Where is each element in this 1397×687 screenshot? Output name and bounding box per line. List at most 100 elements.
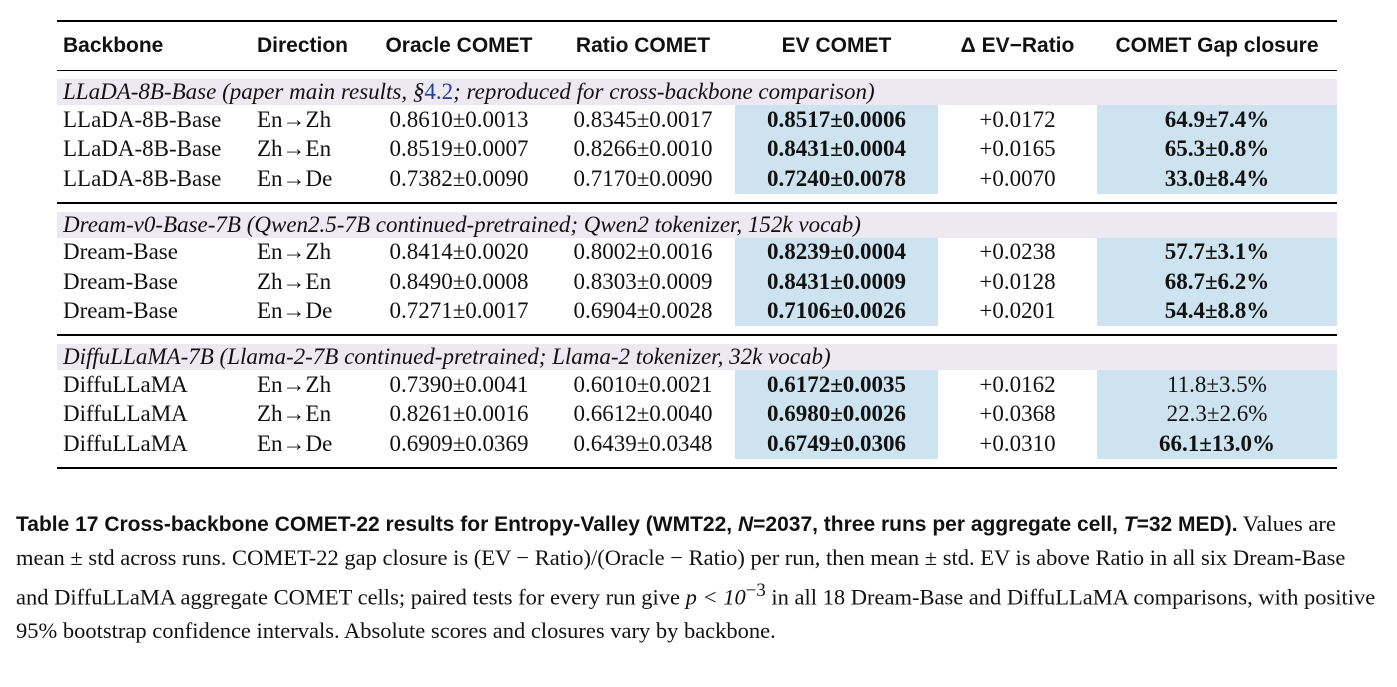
caption-lead-end: MED). xyxy=(1178,513,1238,536)
caption-lead-pre: Table 17 Cross-backbone COMET-22 results… xyxy=(16,513,738,536)
header-closure: COMET Gap closure xyxy=(1115,34,1319,57)
cell-ratio: 0.6904±0.0028 xyxy=(573,298,713,324)
cell-ratio: 0.6612±0.0040 xyxy=(573,401,713,427)
section-title-text-end: ; reproduced for cross-backbone comparis… xyxy=(453,79,875,104)
cell-closure: 66.1±13.0% xyxy=(1097,429,1337,459)
cell-delta: +0.0238 xyxy=(979,239,1056,265)
caption-lead: Table 17 Cross-backbone COMET-22 results… xyxy=(16,513,1238,536)
caption-body-2: in all 18 Dream-Base and DiffuLLaMA comp… xyxy=(16,584,1376,643)
cell-direction: Zh→En xyxy=(257,268,332,294)
cell-oracle: 0.8519±0.0007 xyxy=(389,136,529,162)
table-row: LLaDA-8B-Base Zh→En 0.8519±0.0007 0.8266… xyxy=(57,134,1337,164)
section-title-text: DiffuLLaMA-7B (Llama-2-7B continued-pret… xyxy=(63,344,831,369)
caption-t-var: T xyxy=(1123,513,1137,536)
cell-direction: En→Zh xyxy=(257,106,332,132)
table-row: Dream-Base En→De 0.7271±0.0017 0.6904±0.… xyxy=(57,296,1337,326)
caption-lead-mid: , three runs per aggregate cell, xyxy=(812,513,1124,536)
header-delta: Δ EV−Ratio xyxy=(960,34,1075,57)
cell-ev: 0.8239±0.0004 xyxy=(735,237,938,267)
cell-ev: 0.6172±0.0035 xyxy=(735,370,938,400)
section-dream: Dream-v0-Base-7B (Qwen2.5-7B continued-p… xyxy=(57,203,1337,335)
cell-ev: 0.7240±0.0078 xyxy=(735,164,938,194)
cell-closure: 65.3±0.8% xyxy=(1097,134,1337,164)
cell-oracle: 0.8414±0.0020 xyxy=(389,239,529,265)
section-title: DiffuLLaMA-7B (Llama-2-7B continued-pret… xyxy=(57,344,1337,370)
cell-ratio: 0.7170±0.0090 xyxy=(573,165,713,191)
caption-p-value: p < 10 xyxy=(685,584,746,610)
cell-direction: Zh→En xyxy=(257,136,332,162)
cell-oracle: 0.6909±0.0369 xyxy=(389,430,529,456)
cell-oracle: 0.8610±0.0013 xyxy=(389,106,529,132)
cell-ratio: 0.8303±0.0009 xyxy=(573,268,713,294)
section-title: Dream-v0-Base-7B (Qwen2.5-7B continued-p… xyxy=(57,211,1337,238)
cell-delta: +0.0128 xyxy=(979,268,1056,294)
cell-delta: +0.0310 xyxy=(979,430,1056,456)
table-row: Dream-Base En→Zh 0.8414±0.0020 0.8002±0.… xyxy=(57,237,1337,267)
table-row: Dream-Base Zh→En 0.8490±0.0008 0.8303±0.… xyxy=(57,267,1337,297)
cell-delta: +0.0070 xyxy=(979,165,1056,191)
cell-direction: Zh→En xyxy=(257,401,332,427)
section-title: LLaDA-8B-Base (paper main results, §4.2;… xyxy=(57,79,1337,105)
header-backbone: Backbone xyxy=(63,34,164,57)
cell-closure: 54.4±8.8% xyxy=(1097,296,1337,326)
cell-delta: +0.0165 xyxy=(979,136,1056,162)
cell-ev: 0.7106±0.0026 xyxy=(735,296,938,326)
table-caption: Table 17 Cross-backbone COMET-22 results… xyxy=(16,507,1382,647)
section-title-text: LLaDA-8B-Base (paper main results, § xyxy=(63,79,425,104)
cell-ratio: 0.8002±0.0016 xyxy=(573,239,713,265)
table-row: LLaDA-8B-Base En→Zh 0.8610±0.0013 0.8345… xyxy=(57,105,1337,135)
cell-closure: 11.8±3.5% xyxy=(1097,370,1337,400)
header-ev: EV COMET xyxy=(781,34,892,57)
cell-closure: 64.9±7.4% xyxy=(1097,105,1337,135)
caption-p-exponent: −3 xyxy=(745,580,766,601)
cell-direction: En→De xyxy=(257,165,333,191)
cell-ev: 0.8431±0.0009 xyxy=(735,267,938,297)
cell-backbone: DiffuLLaMA xyxy=(63,430,188,456)
caption-body-1: Values are mean ± std across runs. COMET… xyxy=(16,511,1346,610)
header-ratio: Ratio COMET xyxy=(575,34,711,57)
table-row: DiffuLLaMA En→Zh 0.7390±0.0041 0.6010±0.… xyxy=(57,370,1337,400)
caption-n-val: =2037 xyxy=(753,513,813,536)
cell-ratio: 0.6439±0.0348 xyxy=(573,430,713,456)
cell-direction: En→Zh xyxy=(257,371,332,397)
cell-backbone: Dream-Base xyxy=(63,239,178,265)
cell-backbone: LLaDA-8B-Base xyxy=(63,165,222,191)
cell-closure: 22.3±2.6% xyxy=(1097,399,1337,429)
cell-oracle: 0.7271±0.0017 xyxy=(389,298,529,324)
cell-closure: 33.0±8.4% xyxy=(1097,164,1337,194)
table-row: DiffuLLaMA En→De 0.6909±0.0369 0.6439±0.… xyxy=(57,429,1337,459)
cell-closure: 57.7±3.1% xyxy=(1097,237,1337,267)
cell-oracle: 0.7382±0.0090 xyxy=(389,165,529,191)
cell-direction: En→De xyxy=(257,430,333,456)
caption-n-var: N xyxy=(737,513,754,536)
cell-backbone: Dream-Base xyxy=(63,298,178,324)
cell-delta: +0.0162 xyxy=(979,371,1056,397)
cell-delta: +0.0368 xyxy=(979,401,1056,427)
section-ref-link[interactable]: 4.2 xyxy=(424,79,454,104)
cell-ratio: 0.6010±0.0021 xyxy=(573,371,713,397)
cell-delta: +0.0172 xyxy=(979,106,1056,132)
section-llada: LLaDA-8B-Base (paper main results, §4.2;… xyxy=(57,71,1337,203)
cell-closure: 68.7±6.2% xyxy=(1097,267,1337,297)
cell-ratio: 0.8266±0.0010 xyxy=(573,136,713,162)
table-row: LLaDA-8B-Base En→De 0.7382±0.0090 0.7170… xyxy=(57,164,1337,194)
cell-oracle: 0.8490±0.0008 xyxy=(389,268,529,294)
header-direction: Direction xyxy=(257,34,349,57)
cell-delta: +0.0201 xyxy=(979,298,1056,324)
header-row: Backbone Direction Oracle COMET Ratio CO… xyxy=(57,21,1337,71)
results-table-container: Backbone Direction Oracle COMET Ratio CO… xyxy=(57,20,1337,469)
cell-oracle: 0.7390±0.0041 xyxy=(389,371,529,397)
cell-backbone: LLaDA-8B-Base xyxy=(63,106,222,132)
caption-t-val: =32 xyxy=(1136,513,1173,536)
cell-ev: 0.6749±0.0306 xyxy=(735,429,938,459)
cell-ev: 0.8517±0.0006 xyxy=(735,105,938,135)
cell-ratio: 0.8345±0.0017 xyxy=(573,106,713,132)
cell-ev: 0.8431±0.0004 xyxy=(735,134,938,164)
cell-backbone: DiffuLLaMA xyxy=(63,371,188,397)
cell-direction: En→De xyxy=(257,298,333,324)
cell-direction: En→Zh xyxy=(257,239,332,265)
section-diffullama: DiffuLLaMA-7B (Llama-2-7B continued-pret… xyxy=(57,335,1337,468)
cell-backbone: DiffuLLaMA xyxy=(63,401,188,427)
cell-backbone: LLaDA-8B-Base xyxy=(63,136,222,162)
cell-ev: 0.6980±0.0026 xyxy=(735,399,938,429)
